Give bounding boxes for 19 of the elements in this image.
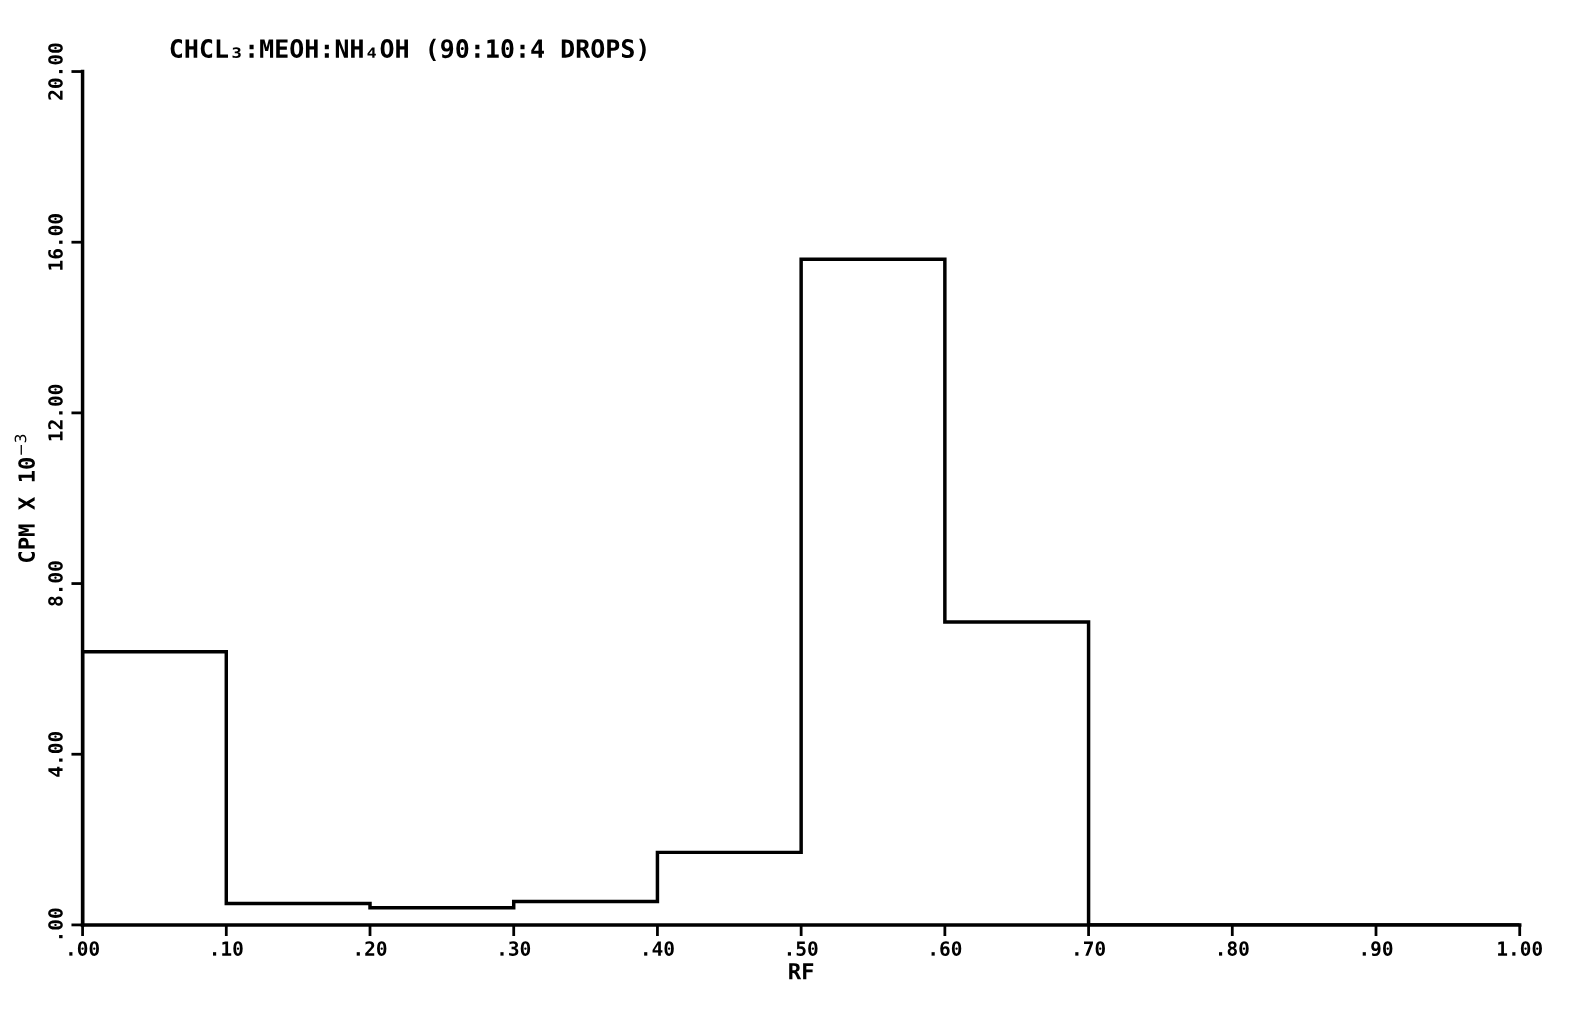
chart-title: CHCL₃:MEOH:NH₄OH (90:10:4 DROPS)	[170, 38, 646, 61]
x-tick-label: .60	[931, 941, 962, 956]
y-tick-label: 16.00	[48, 214, 63, 270]
y-axis-title: CPM X 10$^{−3}$	[14, 434, 35, 563]
x-tick-label: .30	[500, 941, 531, 956]
x-tick-label: .90	[1362, 941, 1393, 957]
x-axis-title: RF	[789, 963, 814, 980]
y-tick-label: 12.00	[48, 384, 63, 441]
y-tick-label: 20.00	[48, 43, 63, 100]
x-tick-label: .20	[356, 941, 387, 956]
x-tick-label: .00	[69, 941, 99, 956]
y-tick-label: 8.00	[48, 561, 63, 606]
x-tick-label: .40	[644, 941, 674, 956]
x-tick-label: 1.00	[1498, 941, 1542, 956]
x-tick-label: .70	[1075, 941, 1105, 956]
y-tick-label: 4.00	[48, 731, 63, 777]
x-tick-label: .10	[212, 941, 243, 956]
x-tick-label: .80	[1218, 941, 1249, 956]
x-tick-label: .50	[787, 941, 818, 956]
